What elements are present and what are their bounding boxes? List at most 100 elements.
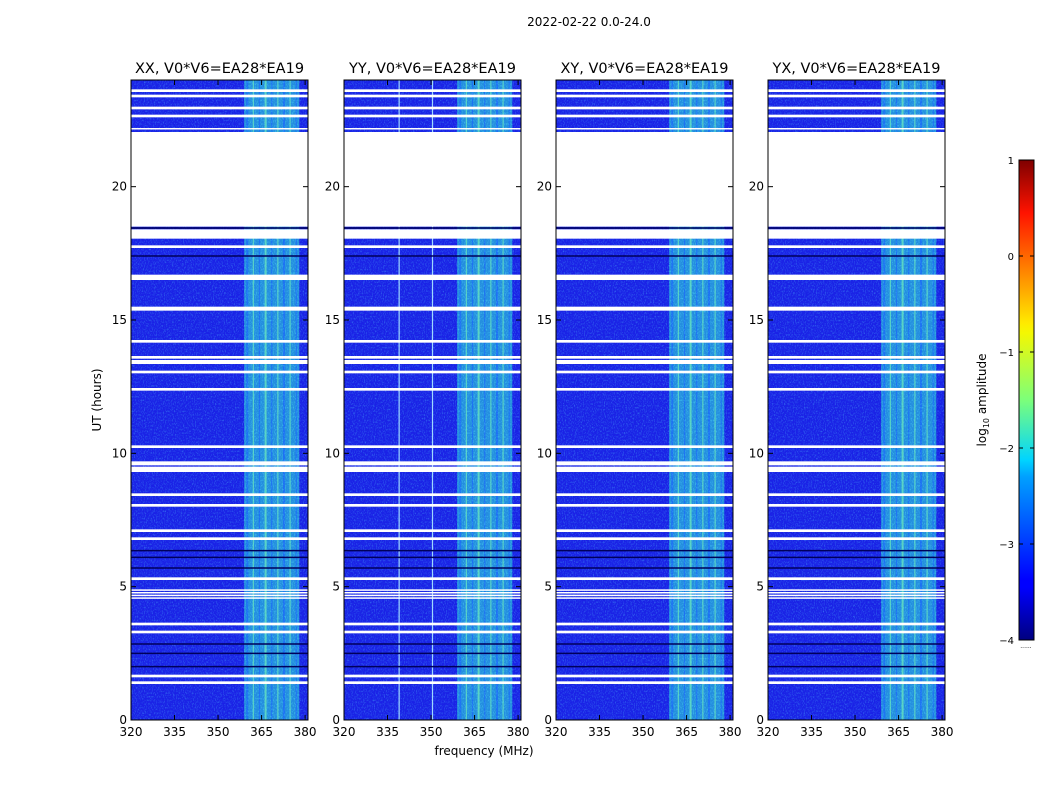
flagged-range	[556, 360, 733, 364]
colorbar-tick-label: −2	[999, 444, 1014, 455]
flagged-range	[344, 388, 521, 391]
y-tick-label: 5	[544, 580, 552, 594]
flagged-range	[344, 504, 521, 507]
panel-title: XX, V0*V6=EA28*EA19	[135, 61, 304, 77]
flagged-range	[131, 529, 308, 532]
flagged-range	[131, 245, 308, 248]
flagged-range	[556, 589, 733, 591]
suptitle: 2022-02-22 0.0-24.0	[527, 15, 651, 29]
panel-2: 320 335 350 365 380 0 5 10 15 20 YY, V0*V6=EA28*EA…	[325, 61, 530, 739]
x-tick-label: 320	[757, 725, 780, 739]
flagged-range	[344, 622, 521, 626]
flagged-range	[344, 681, 521, 684]
flagged-range	[556, 597, 733, 599]
flagged-range	[131, 681, 308, 684]
y-tick-label: 5	[332, 580, 340, 594]
flagged-range	[768, 493, 945, 496]
flagged-range	[768, 681, 945, 684]
flagged-range	[556, 594, 733, 597]
flagged-range	[556, 537, 733, 540]
x-tick-label: 350	[632, 725, 655, 739]
x-tick-label: 365	[675, 725, 698, 739]
flagged-range	[768, 577, 945, 580]
colorbar-tick-label: −4	[999, 636, 1014, 647]
flagged-range	[768, 306, 945, 311]
flagged-range	[131, 89, 308, 92]
flagged-range	[344, 128, 521, 130]
flagged-range	[131, 577, 308, 580]
flagged-range	[768, 114, 945, 118]
flagged-range	[556, 356, 733, 359]
flagged-range	[131, 466, 308, 472]
flagged-range	[131, 370, 308, 374]
flagged-range	[768, 445, 945, 448]
flagged-range	[344, 597, 521, 599]
flagged-range	[131, 114, 308, 118]
colorbar-ticks: −4 −3 −2 −1 0 1	[999, 156, 1034, 647]
flagged-range	[556, 461, 733, 466]
y-tick-label: 20	[537, 180, 552, 194]
x-tick-label: 380	[507, 725, 530, 739]
panel-title: YX, V0*V6=EA28*EA19	[771, 61, 940, 77]
flagged-range	[344, 245, 521, 248]
colorbar-label: log10 amplitude	[975, 354, 991, 447]
flagged-range	[131, 537, 308, 540]
flagged-range	[556, 274, 733, 280]
y-axis-label: UT (hours)	[90, 368, 104, 431]
flagged-range	[131, 630, 308, 634]
flagged-range	[556, 504, 733, 507]
flagged-range	[131, 340, 308, 343]
flagged-range	[768, 388, 945, 391]
flagged-range	[131, 674, 308, 678]
panel-frame	[555, 79, 734, 721]
flagged-range	[344, 594, 521, 597]
flagged-range	[556, 94, 733, 98]
flagged-range	[131, 388, 308, 391]
flagged-range	[344, 132, 521, 227]
x-tick-label: 335	[588, 725, 611, 739]
flagged-range	[768, 132, 945, 227]
colorbar-note: ......	[1020, 643, 1032, 650]
flagged-range	[344, 94, 521, 98]
flagged-range	[344, 589, 521, 591]
y-tick-label: 0	[756, 713, 764, 727]
x-tick-label: 350	[844, 725, 867, 739]
flagged-range	[556, 622, 733, 626]
flagged-range	[344, 370, 521, 374]
panel-4: 320 335 350 365 380 0 5 10 15 20 YX, V0*V6=EA28*EA…	[749, 61, 954, 739]
flagged-range	[556, 370, 733, 374]
flagged-range	[344, 445, 521, 448]
y-tick-label: 10	[749, 446, 764, 460]
flagged-range	[556, 106, 733, 110]
colorbar: −4 −3 −2 −1 0 1 log10 amplitude ......	[975, 156, 1035, 650]
x-tick-label: 320	[333, 725, 356, 739]
flagged-range	[344, 114, 521, 118]
x-tick-label: 380	[719, 725, 742, 739]
flagged-range	[768, 466, 945, 472]
y-tick-label: 15	[537, 313, 552, 327]
flagged-range	[131, 229, 308, 239]
x-tick-label: 335	[376, 725, 399, 739]
flagged-range	[556, 132, 733, 227]
flagged-range	[556, 89, 733, 92]
flagged-range	[344, 577, 521, 580]
colorbar-tick-label: −1	[999, 348, 1014, 359]
flagged-range	[556, 388, 733, 391]
flagged-range	[556, 128, 733, 130]
flagged-range	[556, 466, 733, 472]
panel-frame	[343, 79, 522, 721]
flagged-range	[556, 577, 733, 580]
flagged-range	[556, 245, 733, 248]
x-tick-label: 320	[120, 725, 143, 739]
y-tick-label: 10	[112, 446, 127, 460]
flagged-range	[344, 630, 521, 634]
colorbar-tick-label: 0	[1008, 252, 1014, 263]
x-tick-label: 380	[294, 725, 317, 739]
flagged-range	[131, 597, 308, 599]
x-tick-label: 335	[800, 725, 823, 739]
flagged-range	[131, 592, 308, 594]
flagged-range	[768, 537, 945, 540]
flagged-range	[131, 132, 308, 227]
y-tick-label: 0	[544, 713, 552, 727]
